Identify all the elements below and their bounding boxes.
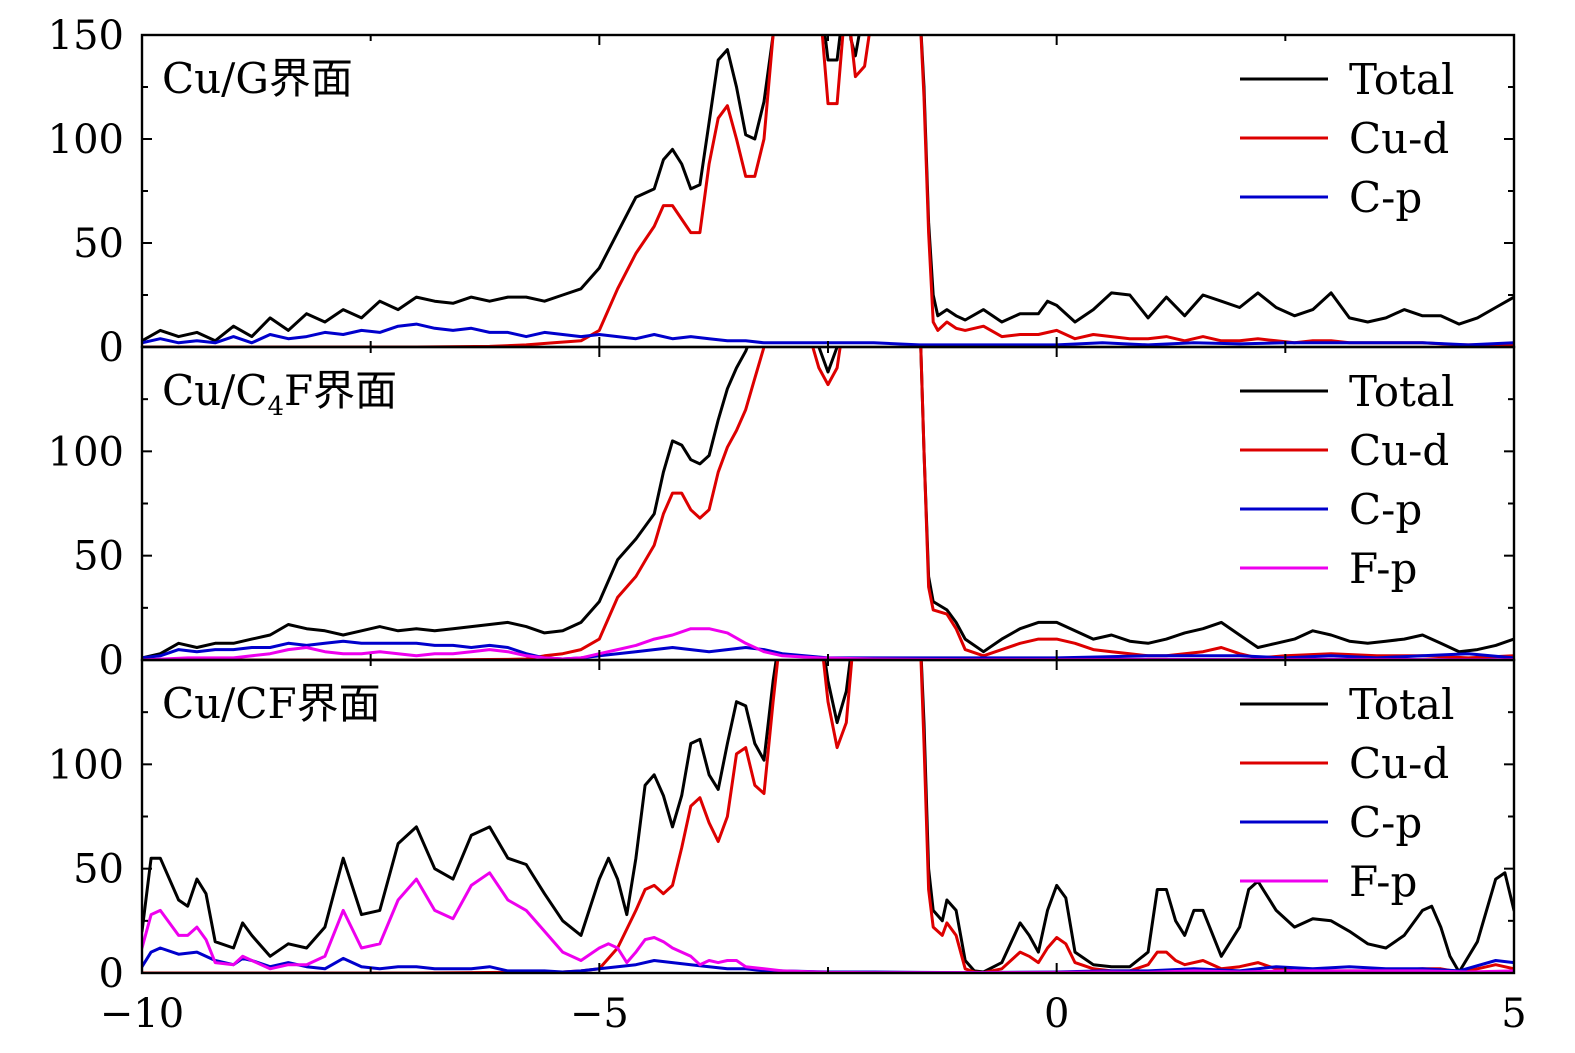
series-line-total — [142, 660, 1514, 973]
y-tick-label: 0 — [99, 951, 124, 997]
y-tick-label: 0 — [99, 325, 124, 371]
y-tick-label: 150 — [48, 13, 124, 59]
panel-title: Cu/CF界面 — [162, 679, 381, 728]
legend-label: F-p — [1349, 544, 1417, 593]
y-tick-label: 50 — [73, 847, 124, 893]
legend-item: Total — [1240, 367, 1454, 416]
y-tick-label: 100 — [48, 742, 124, 788]
legend-item: Cu-d — [1240, 426, 1449, 475]
legend-item: C-p — [1240, 798, 1422, 847]
panel-1: 0 50 100 150 Cu/G界面 Total Cu-d C-p — [48, 13, 1516, 371]
x-tick-label: 5 — [1501, 991, 1526, 1037]
legend-label: C-p — [1349, 173, 1422, 222]
panel-3: 0 50 100 −10 −5 0 5 Cu/CF界面 Total Cu-d C-p F-p — [48, 658, 1527, 1037]
series-group — [142, 660, 1514, 973]
legend-item: F-p — [1240, 857, 1417, 906]
series-group — [142, 35, 1514, 347]
legend-label: C-p — [1349, 798, 1422, 847]
panel-title-suffix: F界面 — [284, 366, 397, 415]
legend-item: F-p — [1240, 544, 1417, 593]
panel-title: Cu/C4F界面 — [162, 366, 397, 422]
panel-title: Cu/G界面 — [162, 54, 353, 103]
y-tick-label: 50 — [73, 221, 124, 267]
series-line-total — [142, 35, 1514, 343]
legend-label: F-p — [1349, 857, 1417, 906]
series-line-c-p — [142, 322, 1514, 347]
legend-label: Total — [1349, 55, 1454, 104]
series-line-cu-d — [142, 35, 1514, 347]
legend-item: Total — [1240, 680, 1454, 729]
legend-item: Total — [1240, 55, 1454, 104]
series-line-cu-d — [142, 660, 1514, 973]
legend-item: Cu-d — [1240, 114, 1449, 163]
series-line-cu-d — [142, 347, 1514, 660]
legend-item: Cu-d — [1240, 739, 1449, 788]
legend-label: Cu-d — [1349, 114, 1449, 163]
series-line-f-p — [142, 871, 1514, 973]
legend-label: Total — [1349, 367, 1454, 416]
y-tick-label: 50 — [73, 534, 124, 580]
x-tick-label: −10 — [100, 991, 184, 1037]
y-tick-label: 100 — [48, 117, 124, 163]
legend-label: Cu-d — [1349, 739, 1449, 788]
x-tick-label: 0 — [1044, 991, 1069, 1037]
y-tick-label: 0 — [99, 638, 124, 684]
legend-item: C-p — [1240, 485, 1422, 534]
panel-2: 0 50 100 Cu/C4F界面 Total Cu-d C-p F-p — [48, 345, 1516, 684]
series-group — [142, 347, 1514, 660]
legend-label: Total — [1349, 680, 1454, 729]
series-line-total — [142, 347, 1514, 660]
x-tick-label: −5 — [570, 991, 629, 1037]
y-tick-label: 100 — [48, 429, 124, 475]
legend-item: C-p — [1240, 173, 1422, 222]
panel-title-subscript: 4 — [267, 392, 284, 422]
legend-label: C-p — [1349, 485, 1422, 534]
legend-label: Cu-d — [1349, 426, 1449, 475]
series-line-c-p — [142, 639, 1514, 660]
